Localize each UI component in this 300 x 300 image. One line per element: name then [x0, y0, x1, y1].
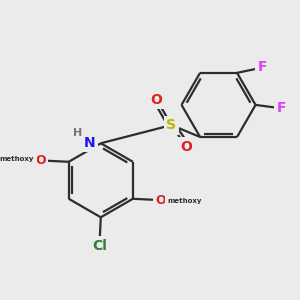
- Text: H: H: [73, 128, 83, 138]
- Text: N: N: [83, 136, 95, 150]
- Text: O: O: [151, 92, 163, 106]
- Text: O: O: [35, 154, 46, 167]
- Text: methoxy: methoxy: [0, 156, 34, 162]
- Text: S: S: [167, 118, 176, 132]
- Text: O: O: [180, 140, 192, 154]
- Text: F: F: [258, 61, 267, 74]
- Text: F: F: [276, 101, 286, 115]
- Text: methoxy: methoxy: [167, 199, 202, 205]
- Text: Cl: Cl: [92, 238, 107, 253]
- Text: O: O: [156, 194, 167, 207]
